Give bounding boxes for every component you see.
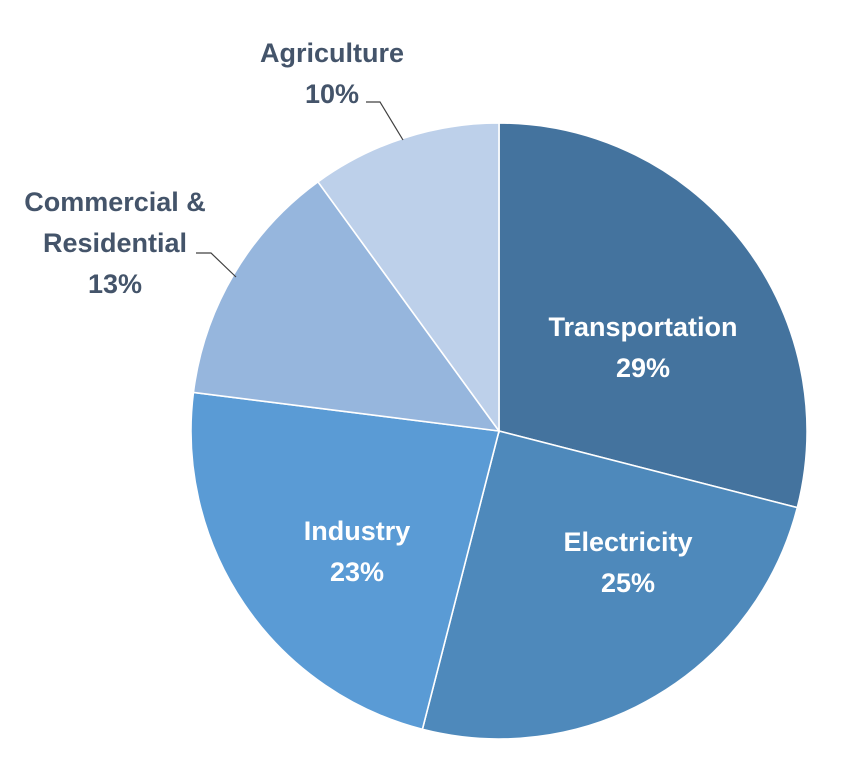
pct-electricity: 25% [601, 568, 655, 598]
pct-industry: 23% [330, 557, 384, 587]
label-commercial-line2: Residential [43, 228, 187, 258]
label-commercial-line1: Commercial & [24, 187, 206, 217]
slice-electricity [421, 430, 799, 740]
leader-line-agriculture [366, 101, 404, 141]
pct-commercial-residential: 13% [88, 269, 142, 299]
pct-agriculture: 10% [305, 79, 359, 109]
data-labels: Transportation 29% Electricity 25% Indus… [24, 38, 737, 598]
label-industry: Industry [304, 516, 411, 546]
slice-agriculture [316, 122, 500, 434]
pie-slices [190, 122, 808, 740]
leader-line-commercial-residential [196, 252, 237, 278]
label-electricity: Electricity [563, 527, 692, 557]
slice-industry [190, 391, 501, 731]
label-transportation: Transportation [548, 312, 737, 342]
pct-transportation: 29% [616, 353, 670, 383]
slice-transportation [498, 122, 808, 509]
leader-lines [196, 101, 404, 278]
label-agriculture: Agriculture [260, 38, 404, 68]
